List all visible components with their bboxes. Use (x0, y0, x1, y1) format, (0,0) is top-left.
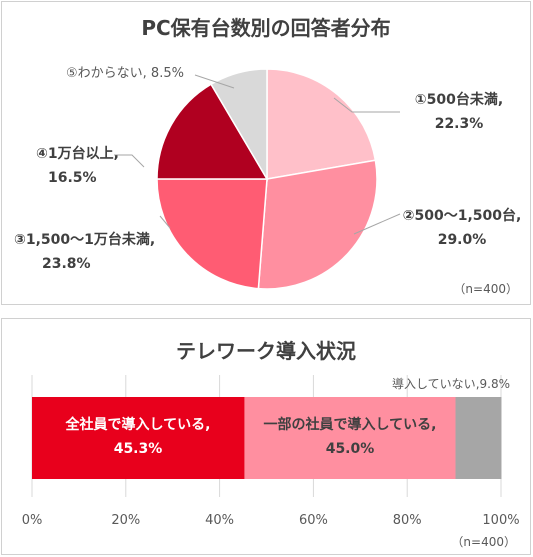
pie-slice-5 (210, 68, 268, 182)
pie-chart-panel: PC保有台数別の回答者分布 ①500台未満, 22.3% ②500～1,500台… (1, 1, 531, 305)
leader-line-1 (333, 97, 400, 113)
x-tick-label-5: 100% (482, 513, 519, 528)
pie-label-5: ⑤わからない, 8.5% (66, 62, 216, 86)
pie-slice-3 (156, 178, 268, 290)
pie-label-5-name: ⑤わからない, 8.5% (66, 66, 184, 81)
pie-label-3: ③1,500～1万台未満, 23.8% (14, 228, 174, 276)
pie-sample-size: （n=400） (453, 282, 518, 296)
pie-label-1-value: 22.3% (434, 116, 484, 132)
bar-label-all-employees: 全社員で導入している, 45.3% (32, 413, 244, 461)
bar-segment-2 (244, 397, 456, 479)
leader-line-5 (194, 74, 235, 89)
pie-label-1: ①500台未満, 22.3% (404, 88, 514, 136)
x-tick-label-0: 0% (22, 513, 43, 528)
bar-sample-size: （n=400） (451, 535, 516, 549)
x-tick-label-2: 40% (205, 513, 234, 528)
leader-line-2 (353, 213, 401, 235)
x-tick-label-4: 80% (393, 513, 422, 528)
pie-slice-1 (266, 68, 377, 180)
pie-chart-title: PC保有台数別の回答者分布 (141, 16, 391, 40)
stacked-bar-chart: 0% 20% 40% 60% 80% 100% (22, 375, 520, 528)
pie-slice-4 (156, 83, 269, 180)
pie-chart (114, 68, 401, 290)
bar-label-some-employees-value: 45.0% (325, 441, 375, 457)
bar-label-all-employees-name: 全社員で導入している, (65, 417, 211, 433)
leader-line-4 (114, 154, 145, 168)
bar-chart-panel: テレワーク導入状況 0% 20% 40% 60% 80% 100% 導入していない,9.8… (1, 318, 531, 555)
x-tick-label-3: 60% (299, 513, 328, 528)
pie-label-3-value: 23.8% (42, 256, 91, 272)
pie-slice-2 (257, 159, 378, 290)
pie-label-2: ②500～1,500台, 29.0% (394, 204, 530, 252)
pie-label-2-name: ②500～1,500台, (402, 208, 522, 224)
bar-label-some-employees: 一部の社員で導入している, 45.0% (244, 413, 456, 461)
bar-chart-title: テレワーク導入状況 (176, 339, 356, 363)
bar-segment-1 (32, 397, 245, 479)
pie-label-4-name: ④1万台以上, (36, 146, 119, 162)
bar-label-some-employees-name: 一部の社員で導入している, (263, 417, 437, 433)
leader-line-3 (159, 215, 171, 229)
pie-label-3-name: ③1,500～1万台未満, (14, 232, 156, 248)
pie-label-4: ④1万台以上, 16.5% (36, 142, 146, 190)
pie-label-4-value: 16.5% (48, 170, 97, 186)
x-tick-label-1: 20% (111, 513, 140, 528)
bar-segment-3 (455, 397, 502, 479)
pie-label-1-name: ①500台未満, (414, 92, 504, 108)
bar-label-not-adopted: 導入していない,9.8% (392, 377, 510, 391)
pie-label-2-value: 29.0% (437, 232, 487, 248)
bar-label-all-employees-value: 45.3% (113, 441, 163, 457)
